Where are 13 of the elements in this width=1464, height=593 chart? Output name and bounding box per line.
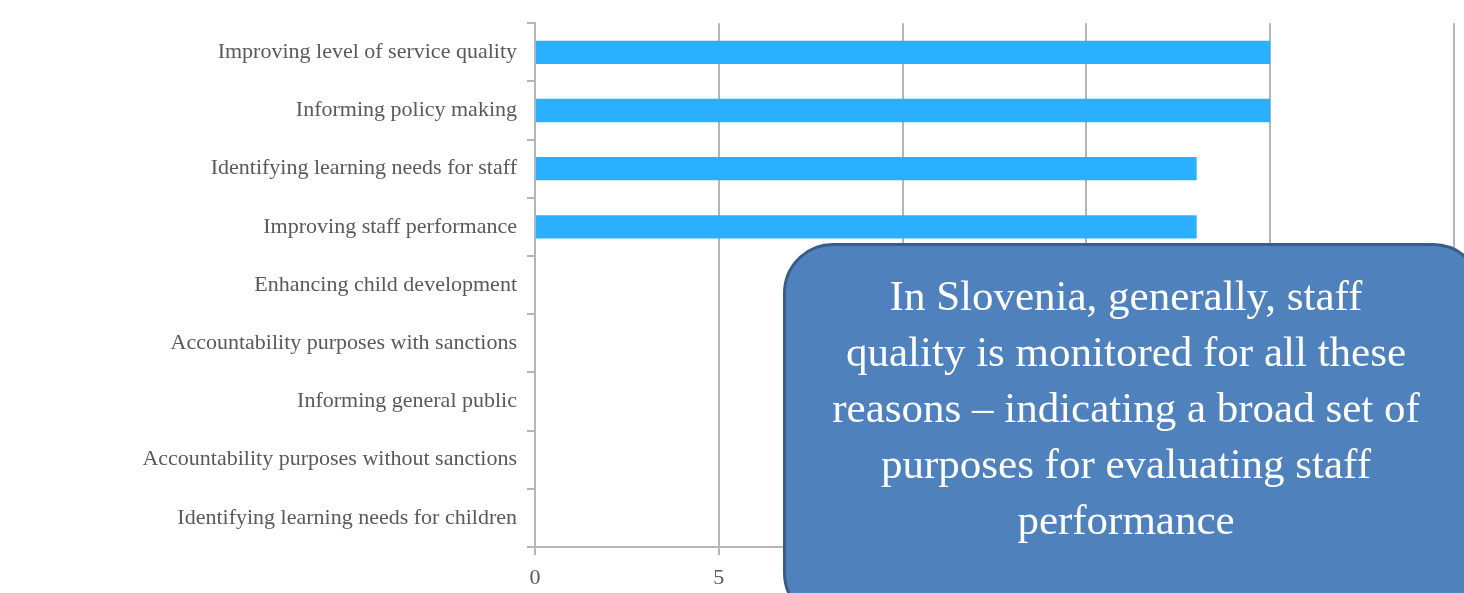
y-tick-label: Accountability purposes with sanctions bbox=[170, 329, 517, 355]
y-tick-label: Improving staff performance bbox=[263, 212, 517, 238]
callout-box: In Slovenia, generally, staff quality is monitored for all these reasons – indicating a broad set of purposes for evaluating staff performance bbox=[783, 243, 1464, 593]
y-tick-label: Identifying learning needs for children bbox=[177, 503, 517, 529]
y-tick-label: Informing policy making bbox=[295, 96, 517, 122]
y-tick-label: Informing general public bbox=[297, 387, 518, 413]
annotation: In Slovenia, generally, staff quality is monitored for all these reasons – indicating a broad set of purposes for evaluating staff performance bbox=[831, 271, 1421, 545]
y-tick-label: Accountability purposes without sanctions bbox=[142, 445, 517, 471]
y-tick-label: Improving level of service quality bbox=[217, 38, 517, 64]
y-tick-label: Identifying learning needs for staff bbox=[210, 154, 518, 180]
x-tick-label: 0 bbox=[529, 563, 541, 589]
y-tick-label: Enhancing child development bbox=[254, 270, 517, 296]
x-tick-label: 5 bbox=[713, 563, 725, 589]
